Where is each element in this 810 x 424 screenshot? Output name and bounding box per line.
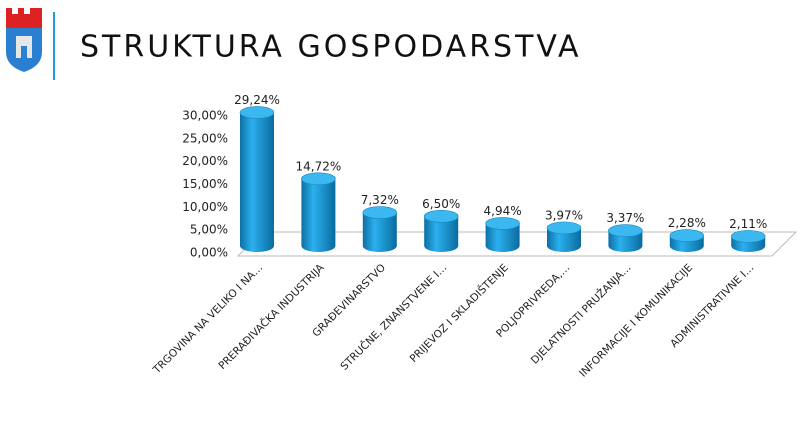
y-tick-label: 10,00% [182,200,228,214]
y-tick-label: 15,00% [182,177,228,191]
bar-top [423,210,459,223]
y-tick-label: 5,00% [190,223,228,237]
value-label: 6,50% [422,197,460,211]
value-label: 3,97% [545,208,583,222]
y-tick-label: 25,00% [182,131,228,145]
bar [362,212,397,252]
bar-top [485,217,520,230]
bar [424,216,459,252]
bar [301,178,336,252]
x-tick-label: TRGOVINA NA VELIKO I NA… [150,262,265,377]
y-tick-label: 20,00% [182,154,228,168]
bar-top [669,229,705,242]
value-label: 29,24% [234,93,280,107]
chart-title: STRUKTURA GOSPODARSTVA [80,30,582,65]
x-tick-label: PRIJEVOZ I SKLADIŠTENJE [407,261,511,365]
bar [485,223,520,252]
value-label: 2,28% [668,216,706,230]
logo [6,8,42,72]
value-label: 2,11% [729,217,767,231]
x-tick-label: DJELATNOSTI PRUŽANJA… [528,261,634,367]
y-tick-label: 30,00% [182,109,228,123]
bar [547,227,581,252]
value-label: 3,37% [606,211,644,225]
y-tick-label: 0,00% [190,246,228,260]
value-label: 7,32% [361,193,399,207]
bar-top [362,206,398,219]
bar-top [301,172,336,186]
x-tick-label: PRERAĐIVAČKA INDUSTRIJA [216,260,328,372]
bar-top [730,230,766,243]
value-label: 14,72% [296,159,342,173]
x-tick-label: INFORMACIJE I KOMUNIKACIJE [577,262,695,380]
bar-top [608,224,643,237]
x-tick-label: STRUČNE, ZNANSTVENE I… [338,261,450,373]
bar [240,112,274,252]
value-label: 4,94% [484,204,522,218]
bar-top [239,106,275,119]
bar-top [546,221,582,235]
